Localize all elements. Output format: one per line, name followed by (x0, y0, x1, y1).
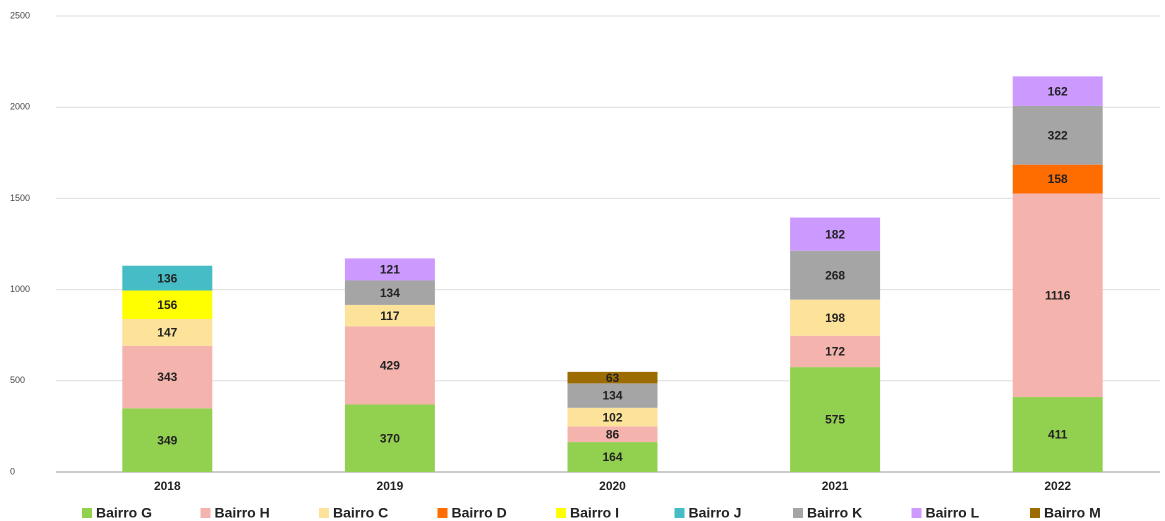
bar-segment (344, 304, 435, 327)
y-tick-label: 0 (10, 466, 15, 476)
bar-segment (344, 280, 435, 305)
bar-segment (567, 426, 658, 443)
legend-label: Bairro D (452, 505, 507, 521)
legend-swatch (674, 508, 685, 518)
bar-segment (567, 442, 658, 472)
data-label: 147 (157, 326, 177, 340)
bar-segment (122, 408, 213, 472)
legend-swatch (319, 508, 329, 518)
legend-swatch (200, 508, 211, 518)
bar-segment (122, 265, 213, 291)
bar-segment (567, 371, 658, 384)
legend-swatch (437, 508, 448, 518)
data-label: 134 (380, 286, 400, 300)
data-label: 117 (380, 309, 400, 323)
legend-swatch (82, 508, 92, 518)
bar-segment (1012, 164, 1103, 194)
data-label: 134 (602, 389, 622, 403)
legend-label: Bairro G (96, 505, 152, 521)
y-tick-label: 1500 (10, 193, 30, 203)
legend-label: Bairro K (807, 505, 862, 521)
bar-segment (344, 404, 435, 472)
data-label: 164 (602, 450, 622, 464)
bar-segment (122, 345, 213, 409)
bar-segment (1012, 397, 1103, 472)
data-label: 162 (1048, 84, 1068, 98)
data-label: 158 (1048, 172, 1068, 186)
legend-swatch (1030, 508, 1040, 518)
x-tick-label: 2019 (377, 479, 404, 493)
bar-segment (790, 217, 881, 251)
y-tick-label: 1000 (10, 284, 30, 294)
data-label: 575 (825, 413, 845, 427)
data-label: 102 (602, 410, 622, 424)
data-label: 198 (825, 311, 845, 325)
bar-segment (122, 318, 213, 346)
bar-segment (567, 383, 658, 408)
bar-segment (567, 407, 658, 427)
bar-segment (344, 326, 435, 405)
legend-label: Bairro J (689, 505, 742, 521)
x-tick-label: 2021 (822, 479, 849, 493)
bar-segment (790, 367, 881, 472)
x-tick-label: 2022 (1044, 479, 1071, 493)
bar-segment (1012, 193, 1103, 398)
bar-segment (790, 335, 881, 368)
bar-segment (122, 290, 213, 319)
bar-segment (344, 258, 435, 281)
legend-swatch (556, 508, 566, 518)
data-label: 86 (606, 427, 620, 441)
bar-segment (1012, 105, 1103, 165)
bar-segment (1012, 76, 1103, 106)
legend-label: Bairro I (570, 505, 619, 521)
data-label: 182 (825, 227, 845, 241)
data-label: 268 (825, 268, 845, 282)
y-tick-label: 2500 (10, 10, 30, 20)
bar-segment (790, 250, 881, 300)
x-tick-label: 2020 (599, 479, 626, 493)
legend-label: Bairro L (926, 505, 980, 521)
data-label: 411 (1048, 428, 1068, 442)
legend-swatch (793, 508, 803, 518)
data-label: 343 (157, 370, 177, 384)
data-label: 172 (825, 345, 845, 359)
data-label: 349 (157, 433, 177, 447)
y-tick-label: 500 (10, 375, 25, 385)
legend-label: Bairro H (215, 505, 270, 521)
data-label: 1116 (1045, 288, 1071, 302)
legend-swatch (911, 508, 922, 518)
bar-segment (790, 299, 881, 336)
x-tick-label: 2018 (154, 479, 181, 493)
data-label: 370 (380, 431, 400, 445)
data-label: 322 (1048, 128, 1068, 142)
y-tick-label: 2000 (10, 102, 30, 112)
data-label: 156 (157, 298, 177, 312)
legend-label: Bairro C (333, 505, 388, 521)
data-label: 136 (157, 271, 177, 285)
legend-label: Bairro M (1044, 505, 1101, 521)
data-label: 121 (380, 263, 400, 277)
data-label: 429 (380, 359, 400, 373)
data-label: 63 (606, 371, 620, 385)
